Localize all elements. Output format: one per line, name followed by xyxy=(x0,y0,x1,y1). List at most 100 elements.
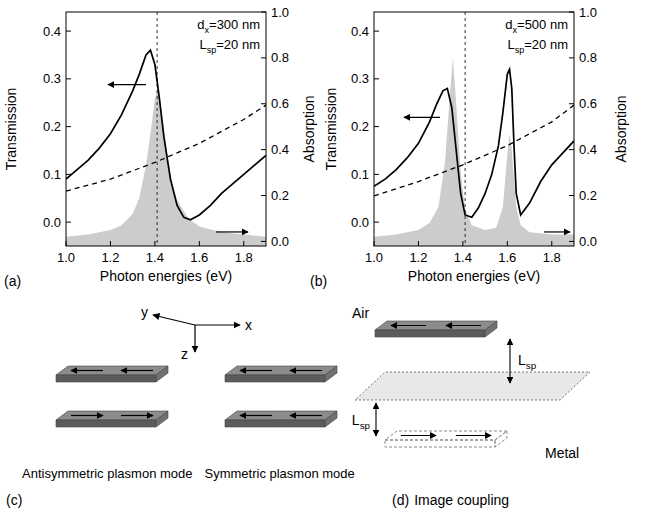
y-tick-label: 0.4 xyxy=(351,24,369,39)
figure: 1.01.21.41.61.80.00.10.20.30.40.00.20.40… xyxy=(0,0,646,516)
y-tick-label: 0.3 xyxy=(351,71,369,86)
mode-label: Antisymmetric plasmon mode xyxy=(22,466,193,481)
y-tick xyxy=(374,78,379,79)
label-rest: =20 nm xyxy=(216,37,260,52)
arrow xyxy=(71,415,103,416)
y2-tick-label: 0.6 xyxy=(579,96,597,111)
arrow xyxy=(404,117,440,118)
subscript-label: Lsp xyxy=(518,352,537,371)
arrow xyxy=(290,370,322,371)
y2-tick-label: 0.8 xyxy=(271,50,289,65)
axis-y-label: y xyxy=(141,304,148,320)
bar-face xyxy=(495,431,507,447)
bar-top xyxy=(225,366,337,375)
transmission-line xyxy=(66,50,266,220)
x-tick-label: 1.4 xyxy=(454,250,472,265)
bar-front xyxy=(225,375,325,382)
x-tick xyxy=(551,241,552,246)
label-main: L xyxy=(507,37,514,52)
arrow xyxy=(153,315,195,325)
x-tick-label: 1.8 xyxy=(543,250,561,265)
chart-panel: 1.01.21.41.61.80.00.10.20.30.40.00.20.40… xyxy=(310,5,629,290)
label-rest: =500 nm xyxy=(517,17,568,32)
mode-label: Symmetric plasmon mode xyxy=(205,466,355,481)
arrow xyxy=(401,435,436,436)
bar-face xyxy=(385,431,507,440)
image-bar xyxy=(385,431,507,447)
y-tick xyxy=(374,174,379,175)
y-tick xyxy=(66,31,71,32)
medium-label: Metal xyxy=(545,445,579,461)
bar-top xyxy=(56,366,168,375)
axis-z-label: z xyxy=(181,346,188,362)
x-tick-label: 1.8 xyxy=(235,250,253,265)
arrow xyxy=(71,370,103,371)
reference-line xyxy=(157,12,158,246)
x-tick xyxy=(243,241,244,246)
arrow xyxy=(121,370,153,371)
x-tick-label: 1.6 xyxy=(190,250,208,265)
transmission-line xyxy=(374,69,574,217)
y-tick xyxy=(374,222,379,223)
bar-side xyxy=(325,366,337,382)
y-axis-title: Transmission xyxy=(3,88,19,171)
medium-label: Air xyxy=(352,305,369,321)
label-sub: sp xyxy=(207,45,217,55)
arrow xyxy=(216,231,248,232)
y-tick-label: 0.0 xyxy=(43,215,61,230)
y-axis-title: Transmission xyxy=(323,88,339,171)
x-tick xyxy=(66,241,67,246)
bar-front xyxy=(225,420,325,427)
y-tick-label: 0.2 xyxy=(43,119,61,134)
y2-tick xyxy=(261,149,266,150)
subscript-label: dx=300 nm xyxy=(197,17,260,35)
bar-face xyxy=(385,440,495,447)
x-tick-label: 1.0 xyxy=(57,250,75,265)
y-tick xyxy=(374,31,379,32)
arrow xyxy=(509,339,510,383)
label-sub: sp xyxy=(360,420,371,431)
y2-tick xyxy=(569,149,574,150)
label-main: d xyxy=(197,17,204,32)
y2-tick-label: 1.0 xyxy=(271,5,289,20)
y2-tick-label: 0.2 xyxy=(271,188,289,203)
x-tick-label: 1.6 xyxy=(498,250,516,265)
y-tick xyxy=(66,126,71,127)
plot-area xyxy=(374,12,574,246)
arrow xyxy=(544,231,570,232)
label-main: d xyxy=(505,17,512,32)
subscript-label: Lsp=20 nm xyxy=(199,37,260,55)
arrow xyxy=(108,84,146,85)
x-tick xyxy=(462,241,463,246)
y-tick xyxy=(66,174,71,175)
bar-top xyxy=(375,321,497,330)
y-tick xyxy=(66,222,71,223)
chart-panel: 1.01.21.41.61.80.00.10.20.30.40.00.20.40… xyxy=(3,5,317,290)
y-tick-label: 0.3 xyxy=(43,71,61,86)
x-tick xyxy=(507,241,508,246)
arrow xyxy=(290,415,322,416)
arrow xyxy=(375,403,376,436)
bar-top xyxy=(56,411,168,420)
label-sub: sp xyxy=(526,360,537,371)
metal-bar xyxy=(225,411,337,427)
bar-front xyxy=(375,330,485,337)
arrow xyxy=(456,435,491,436)
y2-tick xyxy=(261,195,266,196)
y2-tick-label: 0.0 xyxy=(579,234,597,249)
bar-side xyxy=(325,411,337,427)
subscript-label: Lsp=20 nm xyxy=(507,37,568,55)
reference-line xyxy=(465,12,466,246)
label-main: L xyxy=(199,37,206,52)
y2-tick-label: 0.6 xyxy=(271,96,289,111)
y-tick-label: 0.1 xyxy=(43,167,61,182)
axis-x-label: x xyxy=(245,317,252,333)
x-tick-label: 1.4 xyxy=(146,250,164,265)
y2-axis-title: Absorption xyxy=(301,96,317,163)
panel-title: Image coupling xyxy=(414,492,509,508)
x-tick-label: 1.2 xyxy=(101,250,119,265)
y2-axis-title: Absorption xyxy=(613,96,629,163)
y-tick xyxy=(374,126,379,127)
bar-top xyxy=(225,411,337,420)
metal-bar xyxy=(56,411,168,427)
